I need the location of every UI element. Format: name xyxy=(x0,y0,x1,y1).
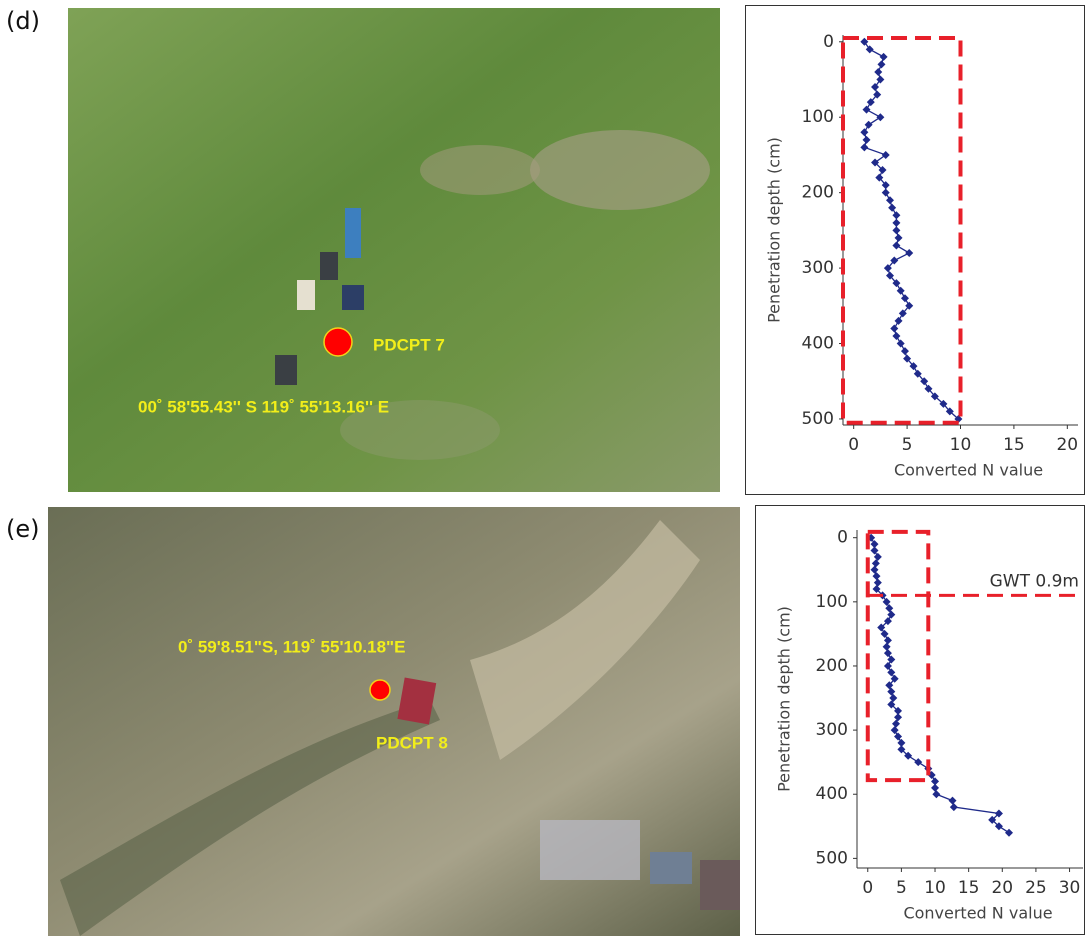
y-tick-label: 200 xyxy=(802,183,834,203)
panel-label: (d) xyxy=(6,7,40,35)
y-tick-label: 300 xyxy=(802,258,834,278)
x-axis-label: Converted N value xyxy=(894,461,1043,480)
x-tick-label: 20 xyxy=(1056,435,1078,455)
y-tick-label: 100 xyxy=(816,592,848,612)
x-tick-label: 0 xyxy=(862,878,873,898)
x-tick-label: 10 xyxy=(950,435,972,455)
y-tick-label: 500 xyxy=(816,848,848,868)
panel-label: (e) xyxy=(6,515,40,543)
terrain xyxy=(420,145,540,195)
y-tick-label: 300 xyxy=(816,720,848,740)
y-axis-label: Penetration depth (cm) xyxy=(775,606,794,792)
y-tick-label: 0 xyxy=(837,528,848,548)
x-tick-label: 5 xyxy=(896,878,907,898)
chart-frame xyxy=(756,506,1085,935)
x-axis-label: Converted N value xyxy=(903,904,1052,923)
site-marker xyxy=(370,680,390,700)
y-tick-label: 200 xyxy=(816,656,848,676)
x-tick-label: 10 xyxy=(924,878,946,898)
y-tick-label: 0 xyxy=(823,32,834,52)
building xyxy=(650,852,692,884)
site-label: PDCPT 8 xyxy=(376,733,448,752)
figure: PDCPT 7 00˚ 58'55.43'' S 119˚ 55'13.16''… xyxy=(0,0,1086,936)
x-tick-label: 15 xyxy=(958,878,980,898)
x-tick-label: 30 xyxy=(1059,878,1081,898)
site-label: PDCPT 7 xyxy=(373,335,445,354)
terrain xyxy=(530,130,710,210)
y-tick-label: 400 xyxy=(816,784,848,804)
y-tick-label: 100 xyxy=(802,107,834,127)
reference-label: GWT 0.9m xyxy=(990,571,1079,591)
debris xyxy=(540,820,640,880)
x-tick-label: 20 xyxy=(991,878,1013,898)
chart-frame xyxy=(746,6,1085,495)
x-tick-label: 15 xyxy=(1003,435,1025,455)
building xyxy=(700,860,740,910)
coordinates: 0˚ 59'8.51"S, 119˚ 55'10.18"E xyxy=(178,637,405,656)
x-tick-label: 5 xyxy=(902,435,913,455)
x-tick-label: 25 xyxy=(1025,878,1047,898)
y-tick-label: 500 xyxy=(802,409,834,429)
y-axis-label: Penetration depth (cm) xyxy=(765,137,784,323)
site-marker xyxy=(324,328,352,356)
x-tick-label: 0 xyxy=(848,435,859,455)
y-tick-label: 400 xyxy=(802,334,834,354)
coordinates: 00˚ 58'55.43'' S 119˚ 55'13.16'' E xyxy=(138,397,389,416)
